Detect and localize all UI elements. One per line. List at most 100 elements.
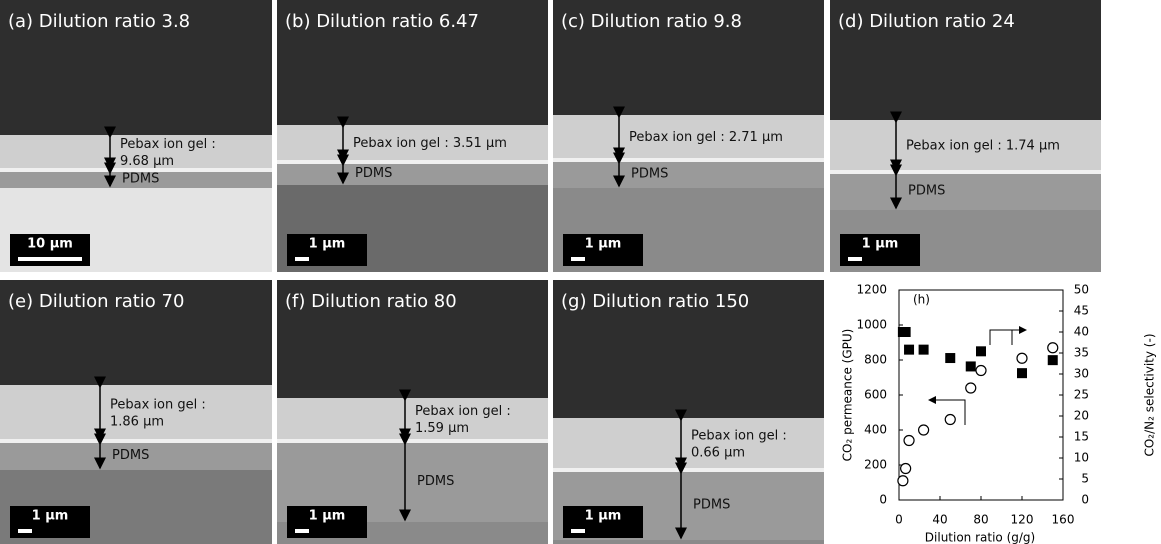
scale-label: 1 µm <box>32 509 69 524</box>
arrow-to-right-axis <box>990 330 1026 345</box>
layer-label: Pebax ion gel : <box>110 398 206 413</box>
square-point <box>1017 368 1027 378</box>
pdms-label: PDMS <box>631 167 668 182</box>
circle-point <box>976 366 986 376</box>
chart-panel: (h) Dilution ratio (g/g) CO₂ permeance (… <box>841 283 1157 544</box>
scale-bar <box>571 529 585 533</box>
y-axis-label: CO₂ permeance (GPU) <box>841 329 855 462</box>
circle-point <box>904 436 914 446</box>
pdms-layer <box>830 172 1101 210</box>
circle-point <box>1048 343 1058 353</box>
circle-point <box>966 383 976 393</box>
scale-label: 10 µm <box>27 237 73 252</box>
interface <box>277 439 548 443</box>
y2-tick-label: 50 <box>1074 283 1089 297</box>
sem-image: (d) Dilution ratio 24 Pebax ion gel : 1.7… <box>830 0 1101 272</box>
y-tick-label: 600 <box>864 388 887 402</box>
square-point <box>966 361 976 371</box>
pdms-layer <box>277 162 548 185</box>
scale-label: 1 µm <box>585 509 622 524</box>
panel-title: (f) Dilution ratio 80 <box>285 291 457 312</box>
y-tick-label: 1200 <box>856 283 887 297</box>
panel-title: (d) Dilution ratio 24 <box>838 11 1015 32</box>
y-tick-label: 400 <box>864 423 887 437</box>
layer-label: 0.66 µm <box>691 446 745 461</box>
sem-image: (e) Dilution ratio 70 Pebax ion gel : 1.86… <box>0 280 272 544</box>
interface <box>0 439 272 443</box>
pdms-label: PDMS <box>122 172 159 187</box>
circle-point <box>898 476 908 486</box>
interface <box>553 468 824 472</box>
y-tick-label: 200 <box>864 458 887 472</box>
circle-point <box>901 464 911 474</box>
pdms-label: PDMS <box>417 474 454 489</box>
scale-bar <box>18 529 32 533</box>
y2-tick-label: 10 <box>1074 451 1089 465</box>
y2-tick-label: 25 <box>1074 388 1089 402</box>
interface <box>277 160 548 164</box>
x-tick-label: 80 <box>973 513 988 527</box>
panel-title: (c) Dilution ratio 9.8 <box>561 11 742 32</box>
pebax-layer <box>553 418 824 470</box>
sem-image: (a) Dilution ratio 3.8 Pebax ion gel : 9.6… <box>0 0 272 272</box>
x-tick-label: 120 <box>1011 513 1034 527</box>
square-point <box>945 353 955 363</box>
square-point <box>919 345 929 355</box>
scale-bar <box>295 257 309 261</box>
interface <box>830 170 1101 174</box>
pdms-label: PDMS <box>693 498 730 513</box>
circle-point <box>945 415 955 425</box>
panel-title: (e) Dilution ratio 70 <box>8 291 184 312</box>
y2-tick-label: 35 <box>1074 346 1089 360</box>
square-point <box>976 346 986 356</box>
sem-image: (b) Dilution ratio 6.47 Pebax ion gel : 3… <box>277 0 548 272</box>
panel-title: (b) Dilution ratio 6.47 <box>285 11 479 32</box>
interface <box>553 158 824 162</box>
sem-image: (f) Dilution ratio 80Pebax ion gel :1.59… <box>277 280 548 544</box>
layer-label: 1.86 µm <box>110 415 164 430</box>
figure: (a) Dilution ratio 3.8 Pebax ion gel : 9.6… <box>0 0 1161 544</box>
pebax-layer <box>0 385 272 441</box>
panel-title: (a) Dilution ratio 3.8 <box>8 11 190 32</box>
panel-title: (g) Dilution ratio 150 <box>561 291 749 312</box>
layer-label: Pebax ion gel : <box>415 404 511 419</box>
y-tick-label: 0 <box>879 493 887 507</box>
layer-label: Pebax ion gel : 1.74 µm <box>906 139 1060 154</box>
x-tick-label: 40 <box>932 513 947 527</box>
scale-label: 1 µm <box>862 237 899 252</box>
y2-tick-label: 40 <box>1074 325 1089 339</box>
layer-label: Pebax ion gel : 3.51 µm <box>353 136 507 151</box>
x-axis-label: Dilution ratio (g/g) <box>925 531 1035 544</box>
y2-tick-label: 30 <box>1074 367 1089 381</box>
scale-label: 1 µm <box>309 237 346 252</box>
substrate <box>553 540 824 544</box>
panel-label: (h) <box>913 293 930 307</box>
y-tick-label: 1000 <box>856 318 887 332</box>
y2-tick-label: 0 <box>1081 493 1089 507</box>
square-point <box>901 327 911 337</box>
layer-label: Pebax ion gel : <box>120 137 216 152</box>
y2-tick-label: 45 <box>1074 304 1089 318</box>
pdms-label: PDMS <box>355 166 392 181</box>
scale-bar <box>848 257 862 261</box>
scale-bar <box>571 257 585 261</box>
layer-label: Pebax ion gel : 2.71 µm <box>629 130 783 145</box>
circle-point <box>919 425 929 435</box>
y2-tick-label: 15 <box>1074 430 1089 444</box>
sem-panels: (a) Dilution ratio 3.8 Pebax ion gel : 9.6… <box>0 0 1101 544</box>
y-tick-label: 800 <box>864 353 887 367</box>
scale-bar <box>18 257 82 261</box>
y2-tick-label: 5 <box>1081 472 1089 486</box>
layer-label: 9.68 µm <box>120 154 174 169</box>
scale-label: 1 µm <box>585 237 622 252</box>
pdms-label: PDMS <box>112 448 149 463</box>
plot-frame <box>899 290 1063 500</box>
sem-image: (c) Dilution ratio 9.8 Pebax ion gel : 2.… <box>553 0 824 272</box>
circle-point <box>1017 353 1027 363</box>
scale-bar <box>295 529 309 533</box>
square-point <box>1048 355 1058 365</box>
pdms-label: PDMS <box>908 184 945 199</box>
y2-axis-label: CO₂/N₂ selectivity (-) <box>1143 333 1157 456</box>
arrow-right <box>990 330 1012 345</box>
